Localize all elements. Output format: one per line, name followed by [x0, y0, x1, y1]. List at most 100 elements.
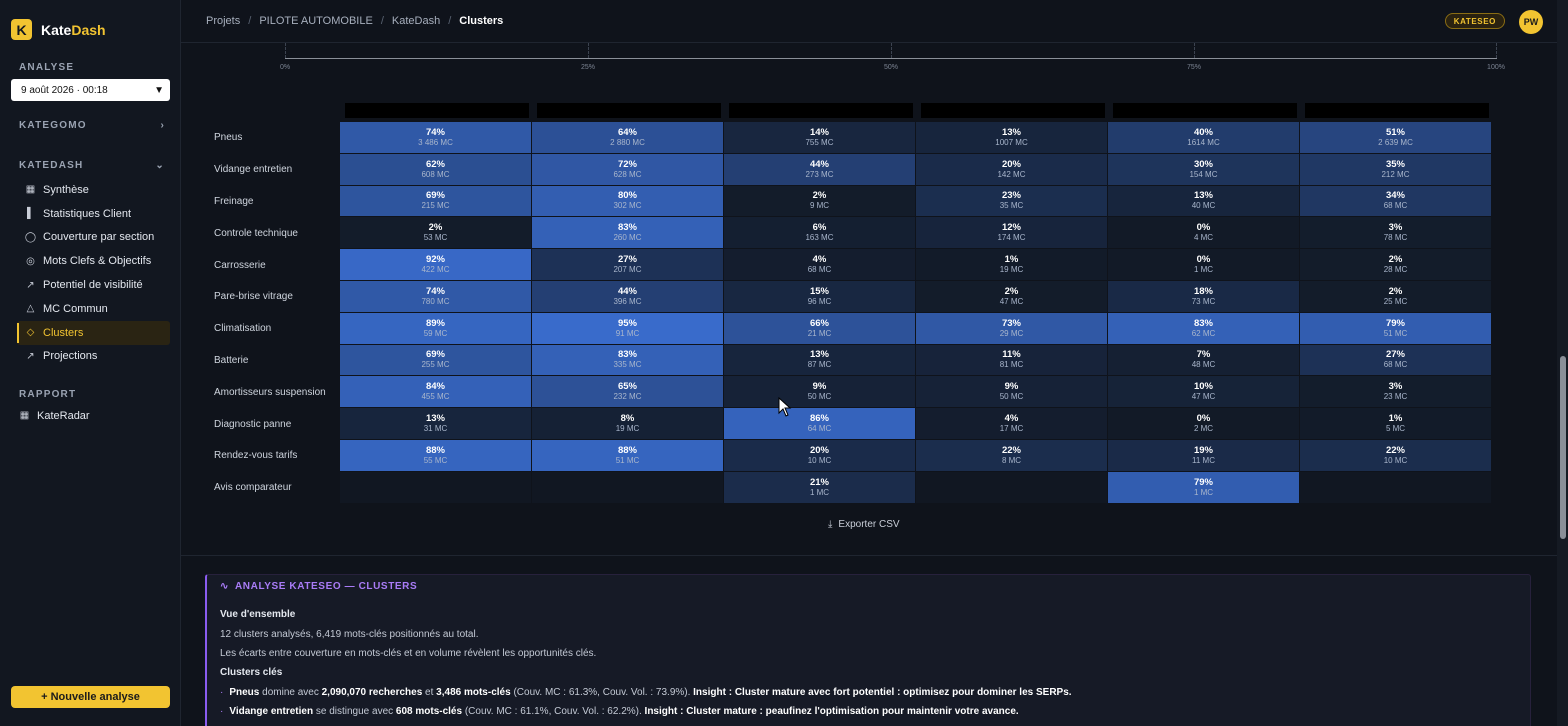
- cell-percent: 88%: [425, 444, 445, 456]
- breadcrumb-katedash[interactable]: KateDash: [391, 15, 441, 27]
- heatmap-cell[interactable]: 83% 260 MC: [532, 217, 724, 250]
- sidebar-item-kateradar[interactable]: ▦ KateRadar: [17, 404, 170, 428]
- logo[interactable]: K KateDash: [11, 19, 106, 40]
- heatmap-cell[interactable]: 69% 215 MC: [340, 185, 532, 218]
- heatmap-cell[interactable]: 88% 55 MC: [340, 440, 532, 472]
- heatmap-cell[interactable]: 3% 23 MC: [1300, 376, 1492, 409]
- topbar: Projets / PILOTE AUTOMOBILE / KateDash /…: [181, 0, 1557, 43]
- sidebar-item-statistiques-client[interactable]: ▌ Statistiques Client: [17, 202, 170, 226]
- heatmap-cell[interactable]: 84% 455 MC: [340, 376, 532, 409]
- heatmap-cell[interactable]: 64% 2 880 MC: [532, 122, 724, 154]
- heatmap-cell[interactable]: 22% 8 MC: [916, 440, 1108, 472]
- heatmap-cell[interactable]: 79% 51 MC: [1300, 312, 1492, 345]
- heatmap-cell[interactable]: 0% 1 MC: [1108, 249, 1300, 281]
- heatmap-cell[interactable]: 66% 21 MC: [724, 312, 916, 345]
- globe-icon: ◯: [24, 231, 37, 243]
- cell-percent: 20%: [1001, 158, 1021, 170]
- avatar[interactable]: PW: [1519, 10, 1543, 34]
- heatmap-cell[interactable]: 74% 780 MC: [340, 281, 532, 313]
- breadcrumb-project[interactable]: PILOTE AUTOMOBILE: [259, 15, 373, 27]
- heatmap-cell[interactable]: 12% 174 MC: [916, 217, 1108, 250]
- heatmap-cell[interactable]: 86% 64 MC: [724, 408, 916, 440]
- heatmap-cell[interactable]: 62% 608 MC: [340, 153, 532, 186]
- heatmap-cell[interactable]: 83% 335 MC: [532, 344, 724, 377]
- heatmap-cell[interactable]: 20% 142 MC: [916, 153, 1108, 186]
- heatmap-cell[interactable]: 8% 19 MC: [532, 408, 724, 440]
- heatmap-cell[interactable]: 7% 48 MC: [1108, 344, 1300, 377]
- heatmap-cell[interactable]: 9% 50 MC: [724, 376, 916, 409]
- heatmap-cell[interactable]: 79% 1 MC: [1108, 471, 1300, 504]
- breadcrumb-projets[interactable]: Projets: [206, 15, 241, 27]
- cell-percent: 10%: [1193, 381, 1213, 393]
- heatmap-cell[interactable]: 10% 47 MC: [1108, 376, 1300, 409]
- heatmap-cell[interactable]: 2% 53 MC: [340, 217, 532, 250]
- heatmap-cell[interactable]: 2% 25 MC: [1300, 281, 1492, 313]
- heatmap-cell[interactable]: 95% 91 MC: [532, 312, 724, 345]
- sidebar-item-projections[interactable]: ↗ Projections: [17, 345, 170, 369]
- katedash-group[interactable]: KATEDASH ⌄: [19, 160, 165, 171]
- heatmap-cell[interactable]: 4% 68 MC: [724, 249, 916, 281]
- heatmap-cell[interactable]: 73% 29 MC: [916, 312, 1108, 345]
- sidebar-item-label: Clusters: [43, 326, 84, 339]
- cell-percent: 23%: [1001, 190, 1021, 202]
- heatmap-cell[interactable]: 20% 10 MC: [724, 440, 916, 472]
- heatmap-cell[interactable]: 34% 68 MC: [1300, 185, 1492, 218]
- heatmap-cell[interactable]: 0% 2 MC: [1108, 408, 1300, 440]
- heatmap-cell[interactable]: 2% 9 MC: [724, 185, 916, 218]
- sidebar-item-mc-commun[interactable]: △ MC Commun: [17, 297, 170, 321]
- heatmap-cell[interactable]: 15% 96 MC: [724, 281, 916, 313]
- sidebar-item-mots-clefs[interactable]: ◎ Mots Clefs & Objectifs: [17, 249, 170, 273]
- heatmap-cell[interactable]: 22% 10 MC: [1300, 440, 1492, 472]
- scrollbar-thumb[interactable]: [1560, 356, 1566, 539]
- heatmap-cell[interactable]: 18% 73 MC: [1108, 281, 1300, 313]
- analysis-date-select[interactable]: 9 août 2026 · 00:18 ▼: [11, 79, 170, 101]
- heatmap-cell[interactable]: 44% 396 MC: [532, 281, 724, 313]
- cell-percent: 0%: [1196, 413, 1211, 425]
- heatmap-cell[interactable]: 23% 35 MC: [916, 185, 1108, 218]
- heatmap-cell[interactable]: 51% 2 639 MC: [1300, 122, 1492, 154]
- heatmap-cell[interactable]: 6% 163 MC: [724, 217, 916, 250]
- heatmap-cell[interactable]: 88% 51 MC: [532, 440, 724, 472]
- heatmap-cell[interactable]: 21% 1 MC: [724, 471, 916, 504]
- sidebar-item-synthese[interactable]: ▦ Synthèse: [17, 178, 170, 202]
- heatmap-cell[interactable]: 13% 40 MC: [1108, 185, 1300, 218]
- kategomo-group[interactable]: KATEGOMO ›: [19, 120, 165, 131]
- new-analysis-button[interactable]: + Nouvelle analyse: [11, 686, 170, 708]
- kateseo-badge[interactable]: KATESEO: [1444, 13, 1505, 29]
- heatmap-cell[interactable]: 14% 755 MC: [724, 122, 916, 154]
- sidebar-item-clusters[interactable]: ◇ Clusters: [17, 320, 170, 345]
- heatmap-cell[interactable]: 72% 628 MC: [532, 153, 724, 186]
- heatmap-cell[interactable]: 35% 212 MC: [1300, 153, 1492, 186]
- scrollbar[interactable]: [1557, 0, 1568, 726]
- heatmap-cell[interactable]: 27% 207 MC: [532, 249, 724, 281]
- heatmap-cell[interactable]: 9% 50 MC: [916, 376, 1108, 409]
- export-csv-button[interactable]: ⤓ Exporter CSV: [828, 519, 900, 530]
- heatmap-cell[interactable]: 30% 154 MC: [1108, 153, 1300, 186]
- heatmap-cell[interactable]: 83% 62 MC: [1108, 312, 1300, 345]
- heatmap-cell[interactable]: 13% 1007 MC: [916, 122, 1108, 154]
- heatmap-cell[interactable]: 65% 232 MC: [532, 376, 724, 409]
- insight-value: 2,090,070 recherches: [321, 687, 423, 698]
- sidebar-item-potentiel[interactable]: ↗ Potentiel de visibilité: [17, 273, 170, 297]
- sidebar-item-couverture[interactable]: ◯ Couverture par section: [17, 226, 170, 250]
- heatmap-cell[interactable]: 2% 28 MC: [1300, 249, 1492, 281]
- heatmap-cell[interactable]: 19% 11 MC: [1108, 440, 1300, 472]
- heatmap-cell[interactable]: 13% 87 MC: [724, 344, 916, 377]
- heatmap-cell[interactable]: 74% 3 486 MC: [340, 122, 532, 154]
- heatmap-cell[interactable]: 1% 19 MC: [916, 249, 1108, 281]
- axis-tick: [891, 43, 892, 58]
- heatmap-cell[interactable]: 2% 47 MC: [916, 281, 1108, 313]
- heatmap-cell[interactable]: 13% 31 MC: [340, 408, 532, 440]
- heatmap-cell[interactable]: 1% 5 MC: [1300, 408, 1492, 440]
- heatmap-cell[interactable]: 44% 273 MC: [724, 153, 916, 186]
- heatmap-cell[interactable]: 92% 422 MC: [340, 249, 532, 281]
- heatmap-cell[interactable]: 11% 81 MC: [916, 344, 1108, 377]
- heatmap-cell[interactable]: 40% 1614 MC: [1108, 122, 1300, 154]
- heatmap-cell[interactable]: 89% 59 MC: [340, 312, 532, 345]
- heatmap-cell[interactable]: 0% 4 MC: [1108, 217, 1300, 250]
- heatmap-cell[interactable]: 3% 78 MC: [1300, 217, 1492, 250]
- heatmap-cell[interactable]: 27% 68 MC: [1300, 344, 1492, 377]
- heatmap-cell[interactable]: 80% 302 MC: [532, 185, 724, 218]
- heatmap-cell[interactable]: 4% 17 MC: [916, 408, 1108, 440]
- heatmap-cell[interactable]: 69% 255 MC: [340, 344, 532, 377]
